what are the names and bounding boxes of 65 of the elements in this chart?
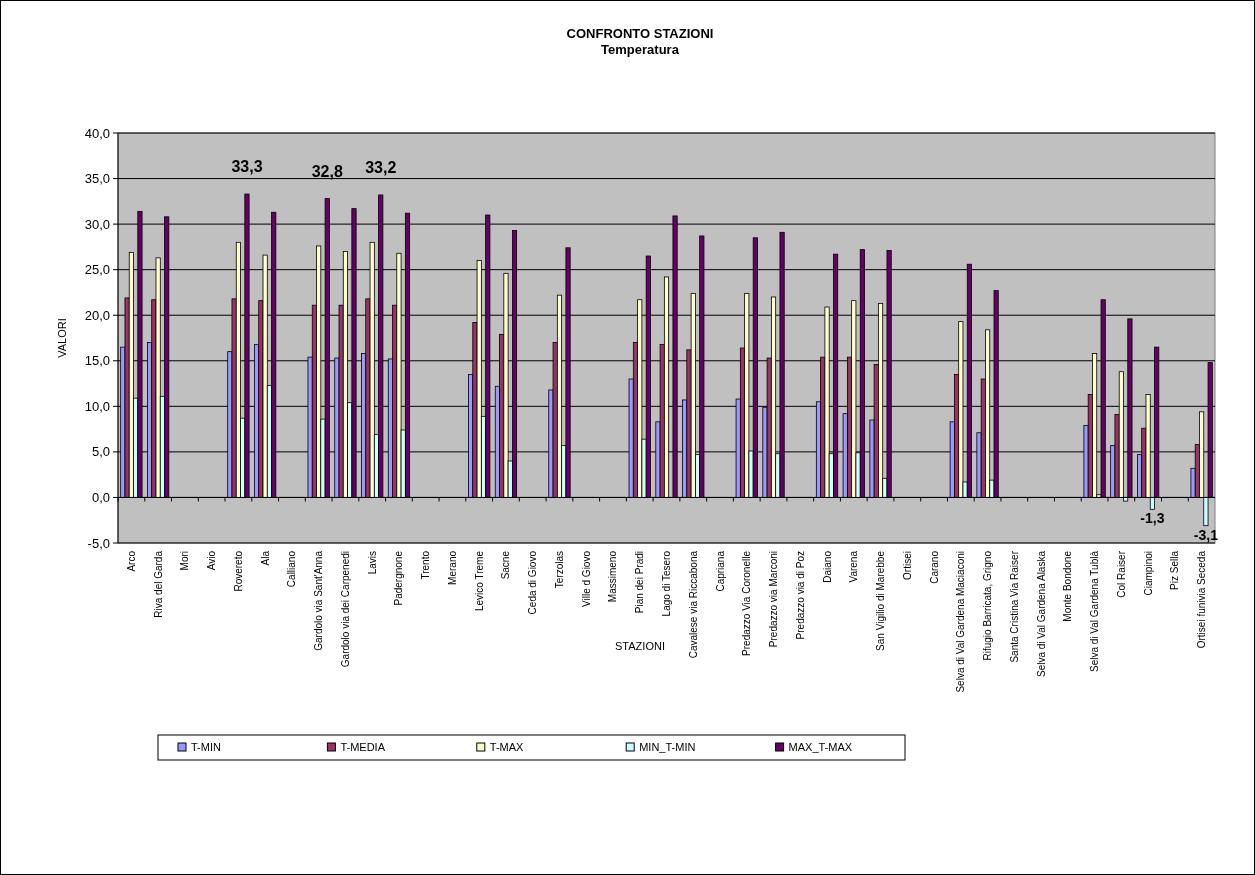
x-tick-label: Predazzo Via Coronelle [741, 550, 753, 656]
x-tick-label: Riva del Garda [152, 550, 164, 618]
data-label: 32,8 [311, 162, 343, 180]
y-axis-title: VALORI [56, 318, 68, 358]
x-tick-label: Gardolo via dei Carpenedi [339, 551, 351, 668]
x-tick-label: Calliano [286, 550, 298, 588]
y-tick-label: 30,0 [84, 216, 110, 232]
x-axis-title: STAZIONI [615, 640, 665, 652]
y-tick-label: 15,0 [84, 353, 110, 369]
x-tick-label: Selva di Val Gardena Tublà [1089, 550, 1101, 673]
x-tick-label: Carano [928, 550, 940, 584]
data-label: -1,3 [1140, 510, 1165, 527]
x-tick-label: Padergnone [393, 550, 405, 606]
x-tick-label: Cavalese via Riccabona [687, 550, 699, 659]
y-tick-label: -5,0 [87, 535, 110, 551]
chart-title: CONFRONTO STAZIONI [566, 26, 714, 41]
x-tick-label: San Vigilio di Marebbe [875, 550, 887, 651]
data-label: 33,2 [365, 158, 397, 176]
x-tick-label: Santa Cristina Via Raiser [1008, 550, 1020, 663]
legend-label: MIN_T-MIN [639, 740, 696, 753]
y-tick-label: 40,0 [84, 125, 110, 141]
y-tick-label: 0,0 [91, 489, 110, 505]
x-tick-label: Ortisei [901, 551, 913, 580]
x-tick-label: Massimeno [607, 550, 619, 603]
x-tick-label: Avio [206, 550, 218, 571]
x-tick-label: Selva di Val Gardena Maciaconi [955, 551, 967, 693]
x-tick-label: Levico Treme [473, 550, 485, 612]
x-tick-label: Ala [259, 550, 271, 566]
x-tick-label: Daiano [821, 550, 833, 583]
y-tick-label: 5,0 [91, 444, 110, 460]
x-tick-label: Ortisei funivia Seceda [1196, 550, 1208, 649]
x-tick-label: Rovereto [232, 550, 244, 592]
x-tick-label: Capriana [714, 550, 726, 592]
y-tick-label: 20,0 [84, 307, 110, 323]
x-tick-label: Lavis [366, 551, 378, 575]
x-tick-label: Mori [179, 551, 191, 571]
legend-label: T-MEDIA [340, 740, 386, 753]
x-tick-label: Lago di Tesero [661, 550, 672, 617]
y-tick-label: 35,0 [84, 171, 110, 187]
legend-label: T-MIN [191, 740, 221, 753]
x-tick-label: Ville d Giovo [580, 550, 592, 607]
x-tick-label: Varena [848, 550, 860, 583]
y-tick-label: 10,0 [84, 398, 110, 414]
chart-subtitle: Temperatura [601, 42, 680, 57]
legend-label: MAX_T-MAX [788, 740, 853, 753]
data-label: 33,3 [231, 158, 263, 176]
x-tick-label: Sacne [500, 550, 512, 580]
x-tick-label: Selva di Val Gardena Alaska [1035, 550, 1047, 678]
x-tick-label: Trento [420, 550, 432, 580]
x-tick-label: Rifugio Barricata, Grigno [982, 550, 994, 661]
x-tick-label: Col Raiser [1115, 550, 1127, 598]
x-tick-label: Pian dei Pradi [634, 551, 646, 614]
x-tick-label: Arco [125, 550, 137, 572]
x-tick-label: Predazzo via Marconi [768, 551, 780, 648]
x-tick-label: Ceda di Giovo [527, 550, 539, 615]
data-label: -3,1 [1193, 526, 1219, 543]
x-tick-label: Gardolo via Sant'Anna [313, 550, 325, 651]
x-tick-label: Monte Bondone [1062, 550, 1074, 622]
legend-label: T-MAX [489, 740, 525, 753]
x-tick-label: Merano [446, 550, 458, 585]
y-tick-label: 25,0 [84, 262, 110, 278]
x-tick-label: Terzolas [553, 551, 565, 589]
x-tick-label: Piz Sella [1169, 550, 1181, 590]
x-tick-label: Ciampinoi [1142, 551, 1154, 596]
x-tick-label: Predazzo via di Poz [794, 551, 806, 640]
